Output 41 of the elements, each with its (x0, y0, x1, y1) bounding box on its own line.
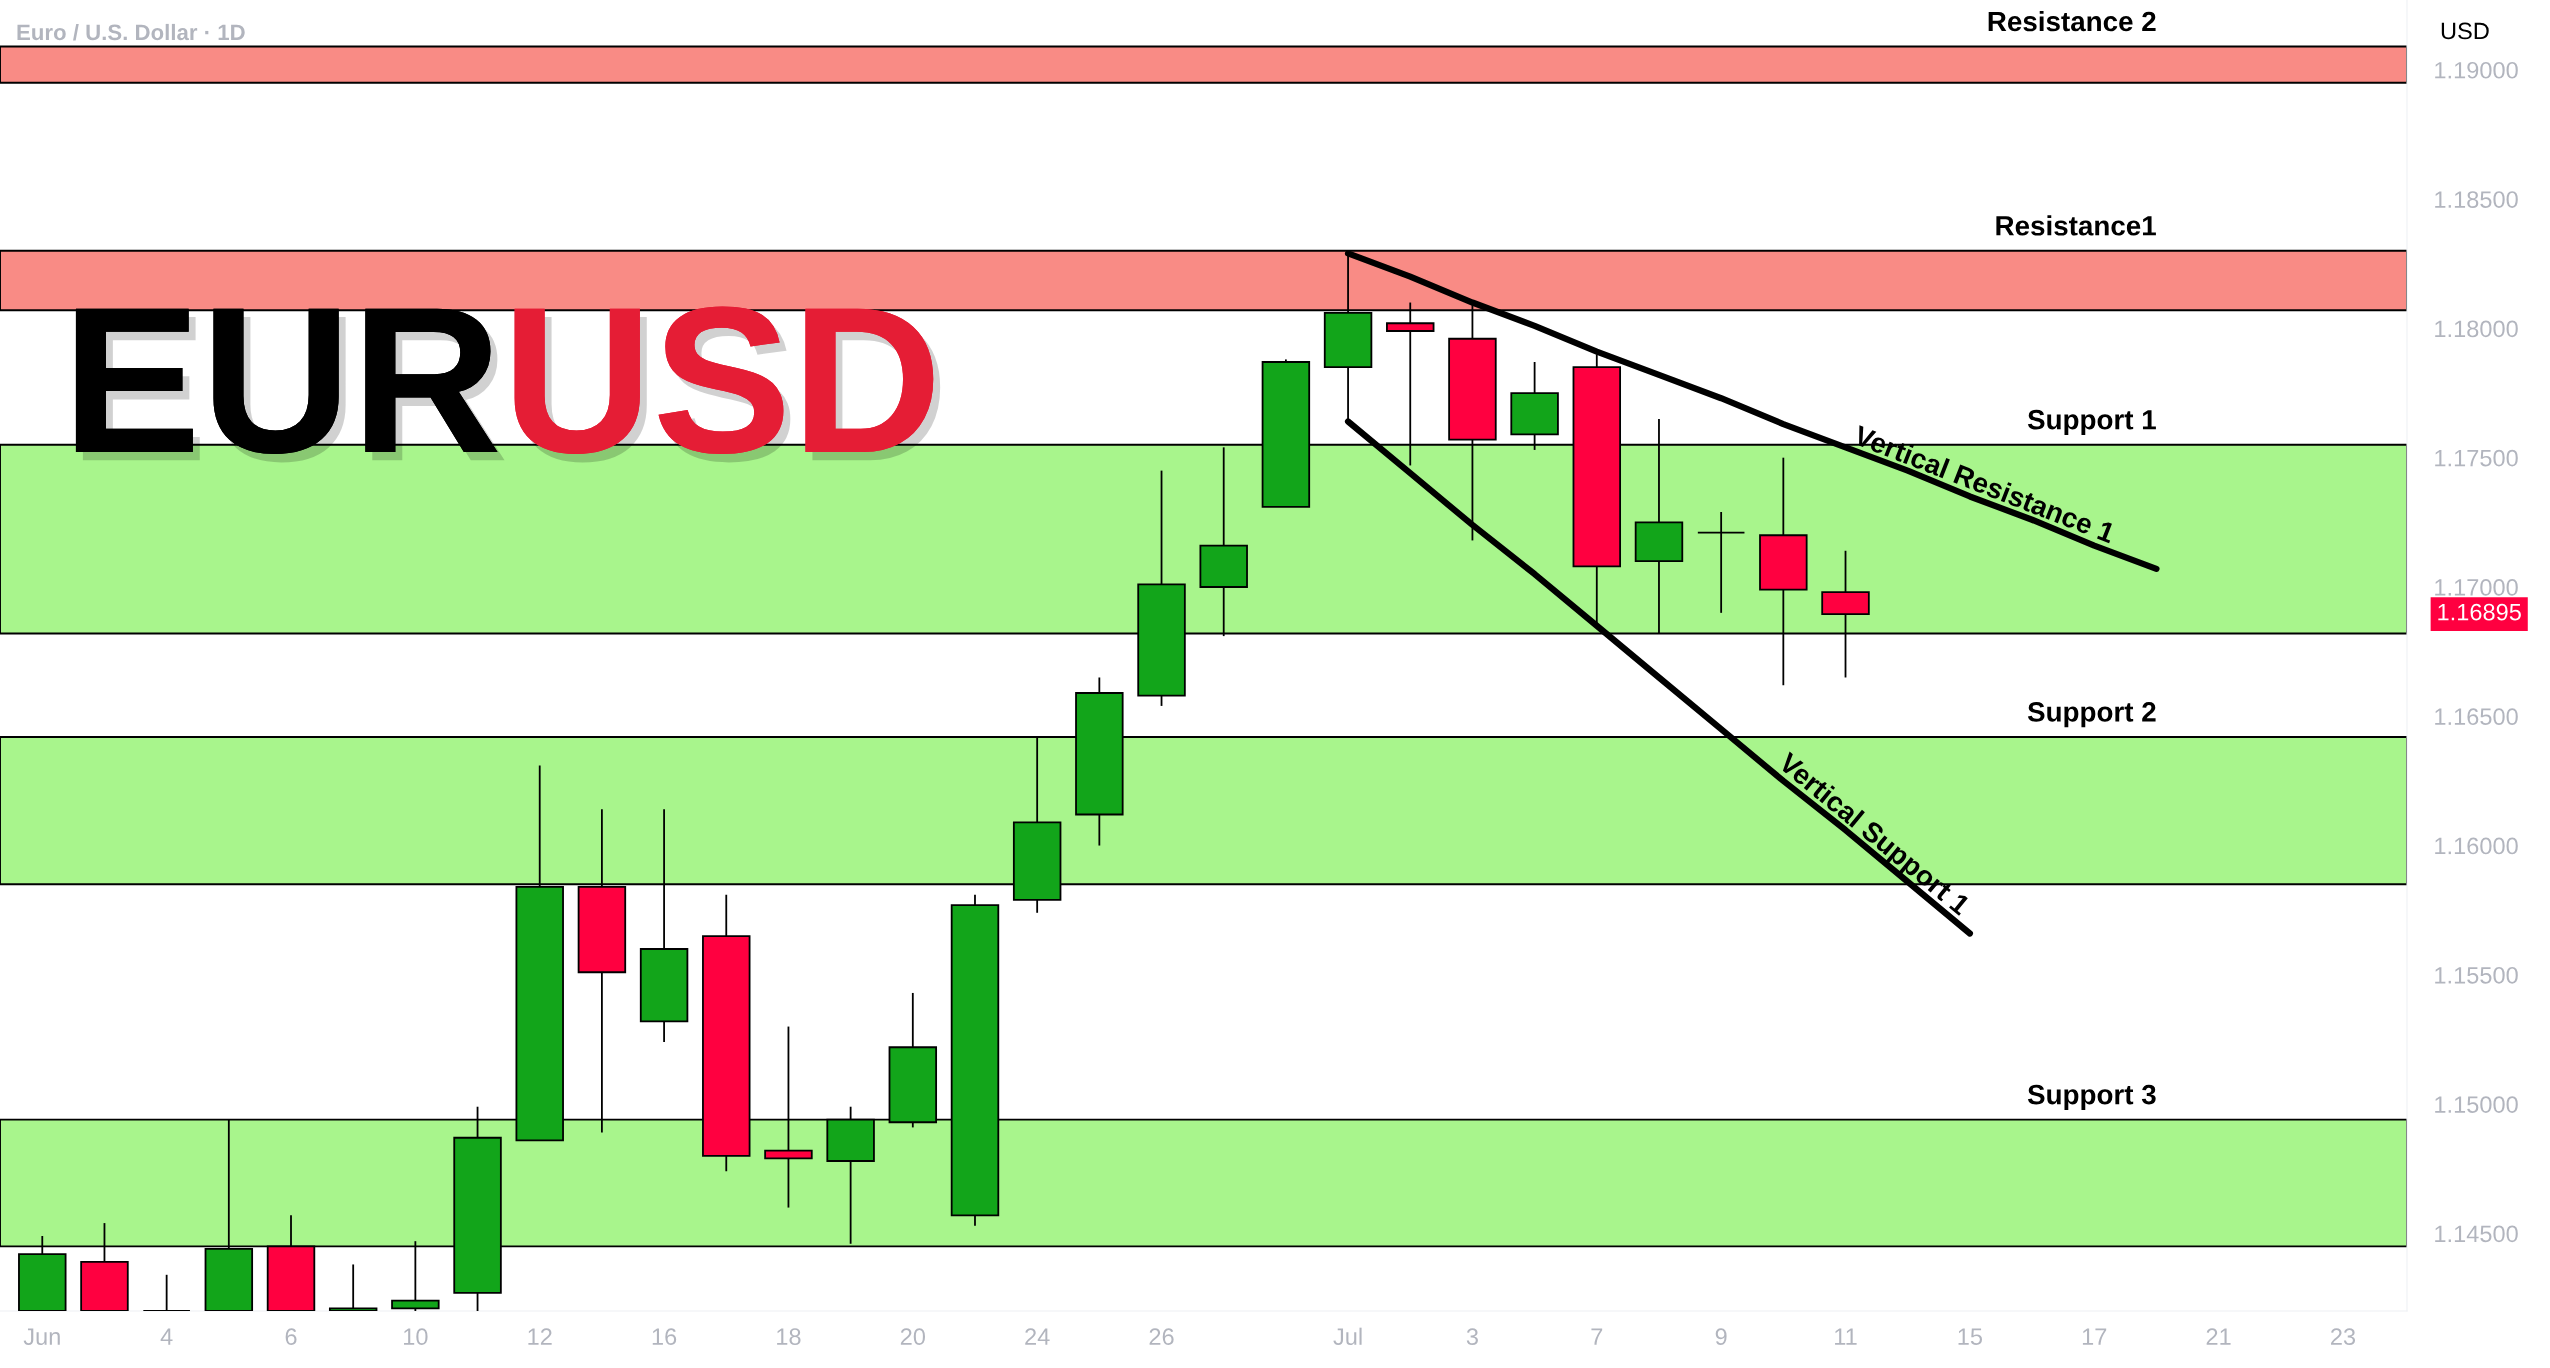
x-tick-label: 18 (777, 1328, 801, 1346)
y-tick-label: 1.18000 (2435, 320, 2518, 338)
x-tick-label: 15 (1958, 1328, 1983, 1346)
band-label: Resistance1 (1996, 215, 2156, 236)
text: Euro / U.S. Dollar · 1D (17, 23, 245, 41)
candlestick (1696, 511, 1746, 614)
y-tick-label: 1.14500 (2435, 1225, 2518, 1243)
band-label: Support 2 (2027, 702, 2156, 728)
x-tick-label: Jul (1333, 1327, 1362, 1346)
y-tick-label: 1.18500 (2435, 191, 2518, 208)
x-tick-label: 24 (1025, 1328, 1050, 1345)
y-tick-label: 1.16000 (2435, 837, 2518, 855)
x-tick-label: Jun (23, 1328, 60, 1346)
x-tick-label: 10 (404, 1328, 428, 1346)
y-tick-label: 1.17000 (2435, 579, 2518, 596)
x-tick-label: 17 (2082, 1328, 2107, 1345)
x-tick-label: 16 (652, 1328, 677, 1346)
x-tick-label: 7 (1591, 1328, 1603, 1345)
x-tick-label: 3 (1466, 1328, 1478, 1346)
x-tick-label: 6 (285, 1328, 297, 1346)
x-tick-label: 9 (1715, 1328, 1727, 1346)
y-tick-label: 1.16500 (2435, 708, 2518, 726)
band-label: Support 1 (2027, 409, 2156, 436)
x-tick-label: 11 (1835, 1328, 1857, 1345)
x-tick-label: 23 (2331, 1328, 2356, 1346)
x-tick-label: 12 (528, 1328, 552, 1345)
annotation: USD (514, 306, 941, 463)
y-axis-title: USD (2441, 22, 2489, 40)
x-tick-label: 4 (160, 1328, 173, 1345)
y-tick-label: 1.15000 (2435, 1096, 2518, 1113)
x-tick-label: 20 (900, 1328, 926, 1346)
band-label: Resistance 2 (1988, 10, 2156, 32)
text: 1.16895 (2438, 603, 2521, 621)
y-tick-label: 1.17500 (2435, 449, 2518, 467)
y-tick-label: 1.19000 (2435, 61, 2518, 79)
y-tick-label: 1.15500 (2435, 966, 2518, 984)
band-label: Support 3 (2027, 1084, 2156, 1110)
annotation: EUR (75, 308, 505, 463)
x-tick-label: 21 (2206, 1328, 2231, 1345)
candlestick (142, 1273, 191, 1311)
x-tick-label: 26 (1149, 1328, 1174, 1346)
